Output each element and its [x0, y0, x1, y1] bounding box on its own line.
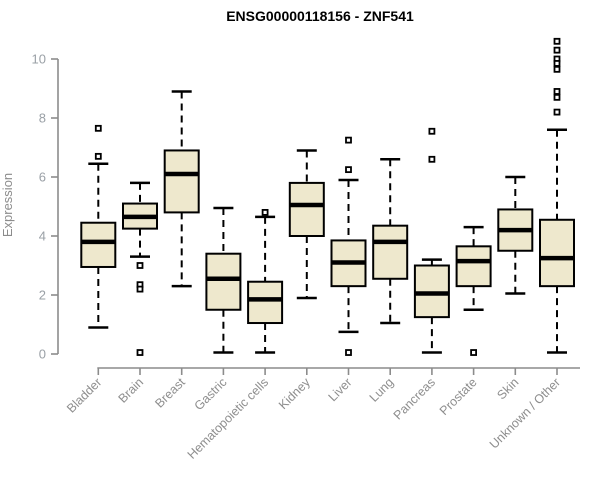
outlier-point: [553, 65, 561, 73]
outlier-point: [345, 349, 352, 356]
outlier-point: [136, 262, 144, 269]
x-category-label: Lung: [367, 375, 397, 405]
outlier-point: [428, 155, 436, 163]
outlier-point: [553, 46, 561, 54]
x-category-label: Hematopoietic cells: [185, 375, 272, 462]
box-prostate: [455, 225, 492, 356]
iqr-box: [163, 149, 200, 214]
box-breast: [163, 90, 200, 288]
outlier-point: [345, 166, 352, 174]
box-brain: [122, 181, 158, 356]
outlier-point: [136, 285, 144, 293]
box-liver: [330, 136, 367, 356]
iqr-box: [80, 221, 117, 268]
outlier-point: [553, 88, 561, 95]
x-category-label: Pancreas: [391, 375, 438, 422]
box-pancreas: [413, 127, 450, 354]
box-hematopoietic-cells: [247, 208, 284, 354]
outlier-point: [553, 93, 561, 101]
box-gastric: [205, 206, 242, 354]
iqr-box: [205, 252, 242, 311]
box-lung: [372, 158, 409, 325]
box-skin: [497, 175, 534, 295]
outlier-point: [428, 127, 436, 135]
chart-title: ENSG00000118156 - ZNF541: [226, 8, 414, 24]
iqr-box: [455, 245, 492, 288]
x-category-label: Gastric: [192, 375, 230, 413]
x-category-label: Liver: [326, 375, 355, 404]
y-tick-label: 6: [39, 170, 46, 185]
y-tick-label: 10: [32, 52, 46, 67]
outlier-point: [261, 208, 269, 216]
box-kidney: [288, 149, 325, 300]
box-unknown-other: [539, 37, 575, 354]
y-tick-label: 4: [39, 229, 46, 244]
x-category-label: Kidney: [276, 375, 313, 412]
x-category-label: Prostate: [437, 375, 480, 418]
outlier-point: [470, 349, 478, 356]
x-category-label: Bladder: [64, 375, 104, 415]
outlier-point: [553, 60, 561, 67]
x-category-label: Unknown / Other: [487, 375, 563, 451]
iqr-box: [372, 224, 409, 280]
iqr-box: [288, 181, 325, 237]
outlier-point: [136, 349, 144, 356]
iqr-box: [247, 280, 284, 325]
outlier-point: [94, 152, 102, 160]
outlier-point: [553, 37, 561, 45]
y-tick-label: 0: [39, 347, 46, 362]
y-tick-label: 2: [39, 288, 46, 303]
x-category-label: Brain: [116, 375, 147, 406]
x-category-label: Breast: [152, 375, 188, 411]
y-tick-label: 8: [39, 111, 46, 126]
box-bladder: [80, 124, 117, 329]
outlier-point: [553, 108, 561, 116]
x-category-label: Skin: [494, 375, 521, 402]
iqr-box: [539, 218, 575, 288]
outlier-point: [94, 124, 102, 132]
outlier-point: [345, 136, 352, 144]
